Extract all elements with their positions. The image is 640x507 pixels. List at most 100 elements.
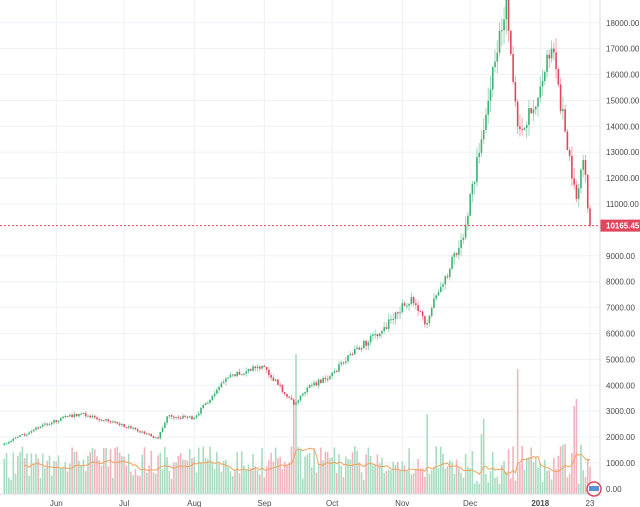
candle-body bbox=[473, 181, 476, 184]
candle-body bbox=[360, 348, 363, 350]
candle-body bbox=[437, 292, 440, 296]
volume-bar bbox=[107, 466, 110, 494]
volume-bar bbox=[340, 465, 343, 494]
logo-mark bbox=[589, 486, 599, 491]
volume-bar bbox=[358, 462, 361, 494]
candle-body bbox=[139, 431, 141, 433]
candle-body bbox=[496, 52, 499, 62]
candle-body bbox=[295, 402, 297, 405]
candle-body bbox=[91, 415, 94, 418]
x-tick-label: Aug bbox=[187, 499, 201, 507]
candle-body bbox=[387, 319, 390, 329]
candle-body bbox=[82, 413, 85, 415]
candle-body bbox=[35, 427, 37, 430]
volume-bar bbox=[32, 463, 35, 494]
volume-bar bbox=[109, 449, 112, 494]
candle-body bbox=[519, 126, 521, 129]
volume-bar bbox=[444, 468, 447, 494]
volume-bar bbox=[182, 459, 184, 494]
candle-body bbox=[451, 256, 453, 269]
volume-bar bbox=[532, 462, 535, 494]
candle-body bbox=[363, 340, 365, 349]
volume-bar bbox=[245, 469, 248, 494]
candle-body bbox=[182, 415, 184, 419]
volume-bar bbox=[580, 444, 582, 494]
volume-bar bbox=[39, 478, 42, 494]
candle-body bbox=[564, 109, 566, 132]
x-tick-label: Jun bbox=[50, 499, 63, 507]
candle-body bbox=[476, 157, 478, 182]
volume-bar bbox=[125, 465, 128, 494]
volume-bar bbox=[315, 472, 318, 494]
candle-body bbox=[60, 418, 62, 421]
candle-body bbox=[195, 415, 198, 418]
candle-body bbox=[408, 303, 410, 306]
y-tick-label: 16000.00 bbox=[606, 71, 640, 80]
candle-body bbox=[584, 160, 587, 175]
candle-body bbox=[311, 385, 313, 387]
candle-body bbox=[177, 416, 180, 418]
candle-body bbox=[93, 415, 96, 418]
volume-bar bbox=[329, 458, 331, 494]
x-tick-label: Dec bbox=[463, 499, 477, 507]
volume-bar bbox=[573, 406, 575, 494]
candle-body bbox=[114, 421, 116, 423]
volume-bar bbox=[209, 446, 211, 494]
candle-body bbox=[503, 19, 505, 31]
candle-body bbox=[421, 311, 424, 317]
candle-body bbox=[105, 419, 107, 421]
volume-bar bbox=[376, 454, 379, 494]
volume-bar bbox=[469, 468, 471, 494]
volume-bar bbox=[288, 462, 291, 494]
candle-body bbox=[270, 375, 272, 378]
volume-bar bbox=[234, 469, 236, 494]
candle-body bbox=[521, 128, 523, 130]
volume-bar bbox=[308, 452, 311, 494]
candle-body bbox=[71, 414, 73, 418]
candle-body bbox=[157, 437, 159, 439]
volume-bar bbox=[297, 447, 300, 494]
candle-body bbox=[537, 97, 539, 107]
volume-bar bbox=[478, 483, 480, 494]
y-tick-label: 14000.00 bbox=[606, 122, 640, 131]
candle-body bbox=[532, 109, 535, 114]
volume-bar bbox=[503, 461, 505, 494]
volume-bar bbox=[60, 467, 62, 494]
x-tick-label: 2018 bbox=[531, 499, 549, 507]
candle-body bbox=[333, 371, 336, 373]
candle-body bbox=[220, 383, 223, 388]
volume-bar bbox=[211, 461, 214, 494]
volume-bar bbox=[265, 466, 268, 494]
candle-body bbox=[396, 312, 399, 314]
candle-body bbox=[383, 327, 385, 332]
volume-bar bbox=[381, 457, 383, 494]
candle-body bbox=[44, 423, 46, 425]
candle-body bbox=[136, 429, 139, 432]
volume-bar bbox=[50, 475, 53, 494]
y-axis: 0.00 1000.00 2000.00 3000.00 4000.00 5000.00 6… bbox=[599, 0, 640, 494]
candle-body bbox=[75, 414, 78, 417]
candle-body bbox=[329, 376, 331, 380]
candle-body bbox=[306, 387, 309, 393]
volume-bar bbox=[10, 479, 12, 494]
candle-body bbox=[417, 305, 419, 311]
candle-body bbox=[141, 431, 144, 433]
volume-bar bbox=[254, 466, 257, 494]
volume-bar bbox=[566, 477, 569, 494]
volume-bar bbox=[186, 460, 189, 494]
volume-bar bbox=[543, 459, 546, 494]
candle-body bbox=[283, 392, 286, 394]
candle-body bbox=[238, 371, 241, 375]
candle-body bbox=[173, 416, 175, 418]
volume-bar bbox=[473, 483, 476, 494]
volume-bar bbox=[193, 457, 196, 494]
volume-bar bbox=[283, 461, 286, 494]
volume-bar bbox=[100, 465, 103, 494]
volume-bar bbox=[132, 475, 134, 494]
y-tick-label: 4000.00 bbox=[606, 381, 635, 390]
candle-body bbox=[573, 178, 575, 185]
candle-body bbox=[356, 347, 358, 349]
candle-body bbox=[448, 268, 451, 277]
volume-bar bbox=[78, 460, 80, 494]
volume-bar bbox=[555, 468, 557, 494]
